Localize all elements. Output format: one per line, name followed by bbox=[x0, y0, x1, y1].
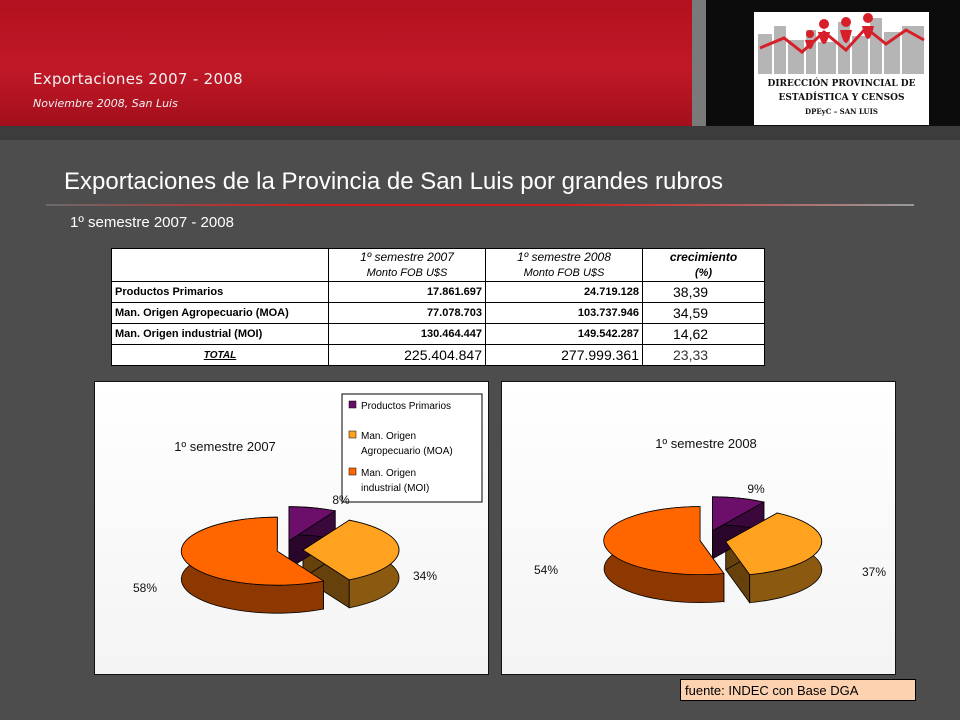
row-label: Man. Origen industrial (MOI) bbox=[111, 323, 329, 345]
total-2007: 225.404.847 bbox=[328, 344, 486, 366]
value-2007: 130.464.447 bbox=[328, 323, 486, 345]
logo-line-1: DIRECCIÓN PROVINCIAL DE bbox=[767, 79, 916, 89]
header-band bbox=[0, 126, 960, 140]
legend-label-moa: Agropecuario (MOA) bbox=[361, 446, 453, 457]
pie-chart-2007-svg: 1º semestre 2007 Productos Primarios Man… bbox=[133, 393, 483, 614]
legend-label-primarios: Productos Primarios bbox=[361, 401, 451, 412]
legend-label-moi: industrial (MOI) bbox=[361, 483, 429, 494]
moi-slice bbox=[180, 516, 325, 586]
page-title: Exportaciones de la Provincia de San Lui… bbox=[64, 168, 724, 195]
table-row: Productos Primarios 17.861.697 24.719.12… bbox=[111, 281, 765, 303]
legend-box bbox=[341, 393, 483, 503]
table-header-row: Monto FOB U$S Monto FOB U$S (%) bbox=[112, 265, 765, 282]
header-banner bbox=[0, 0, 692, 126]
moi-slice bbox=[603, 506, 725, 575]
moi-slice-label: 58% bbox=[133, 581, 157, 595]
table-row: Man. Origen industrial (MOI) 130.464.447… bbox=[111, 323, 765, 345]
primarios-slice-label: 9% bbox=[747, 482, 765, 496]
legend-swatch bbox=[348, 400, 357, 409]
table-total-row: TOTAL 225.404.847 277.999.361 23,33 bbox=[111, 344, 765, 366]
total-2008: 277.999.361 bbox=[485, 344, 643, 366]
total-label: TOTAL bbox=[111, 344, 329, 366]
growth-value: 34,59 bbox=[642, 302, 765, 324]
exports-table: 1º semestre 2007 1º semestre 2008 crecim… bbox=[111, 248, 765, 366]
logo-skyline-icon bbox=[754, 12, 929, 125]
value-2007: 17.861.697 bbox=[328, 281, 486, 303]
row-label: Man. Origen Agropecuario (MOA) bbox=[111, 302, 329, 324]
moa-slice-label: 34% bbox=[413, 569, 437, 583]
moa-slice bbox=[725, 512, 823, 576]
moa-slice-label: 37% bbox=[862, 565, 886, 579]
source-note: fuente: INDEC con Base DGA bbox=[680, 679, 916, 701]
primarios-slice-label: 8% bbox=[332, 493, 350, 507]
column-subheader: Monto FOB U$S bbox=[485, 265, 643, 282]
table-row: Man. Origen Agropecuario (MOA) 77.078.70… bbox=[111, 302, 765, 324]
growth-value: 38,39 bbox=[642, 281, 765, 303]
column-header: 1º semestre 2008 bbox=[485, 248, 643, 265]
logo-line-3: DPEyC – SAN LUIS bbox=[805, 107, 878, 116]
header-subtitle: Noviembre 2008, San Luis bbox=[33, 97, 178, 110]
column-header: crecimiento bbox=[642, 248, 765, 265]
growth-value: 14,62 bbox=[642, 323, 765, 345]
title-divider bbox=[46, 204, 914, 206]
row-label: Productos Primarios bbox=[111, 281, 329, 303]
table-corner-cell bbox=[111, 248, 329, 282]
legend-label-moi: Man. Origen bbox=[361, 468, 416, 479]
value-2008: 149.542.287 bbox=[485, 323, 643, 345]
moi-slice-label: 54% bbox=[534, 563, 558, 577]
primarios-slice bbox=[288, 506, 337, 542]
legend-swatch bbox=[348, 430, 357, 439]
legend-label-moa: Man. Origen bbox=[361, 431, 416, 442]
value-2008: 103.737.946 bbox=[485, 302, 643, 324]
page-subtitle: 1º semestre 2007 - 2008 bbox=[70, 214, 234, 231]
total-growth: 23,33 bbox=[642, 344, 765, 366]
header-divider bbox=[692, 0, 706, 126]
logo-line-2: ESTADÍSTICA Y CENSOS bbox=[778, 93, 905, 103]
column-subheader: (%) bbox=[642, 265, 765, 282]
table-header-row: 1º semestre 2007 1º semestre 2008 crecim… bbox=[111, 248, 765, 282]
header-title: Exportaciones 2007 - 2008 bbox=[33, 70, 243, 88]
column-header: 1º semestre 2007 bbox=[328, 248, 486, 265]
legend-swatch bbox=[348, 467, 357, 476]
chart-title: 1º semestre 2008 bbox=[655, 436, 757, 451]
dpeyc-logo: DIRECCIÓN PROVINCIAL DE ESTADÍSTICA Y CE… bbox=[754, 12, 929, 125]
chart-title: 1º semestre 2007 bbox=[174, 439, 276, 454]
pie-chart-2007: 1º semestre 2007 Productos Primarios Man… bbox=[94, 381, 489, 675]
value-2007: 77.078.703 bbox=[328, 302, 486, 324]
moa-slice bbox=[302, 519, 400, 581]
value-2008: 24.719.128 bbox=[485, 281, 643, 303]
primarios-slice bbox=[712, 496, 766, 532]
column-subheader: Monto FOB U$S bbox=[328, 265, 486, 282]
pie-chart-2008: 1º semestre 2008 9% 37% 54% bbox=[501, 381, 896, 675]
chart-legend: Productos Primarios Man. Origen Agropecu… bbox=[341, 393, 483, 503]
pie-chart-2008-svg: 1º semestre 2008 9% 37% 54% bbox=[534, 436, 886, 604]
